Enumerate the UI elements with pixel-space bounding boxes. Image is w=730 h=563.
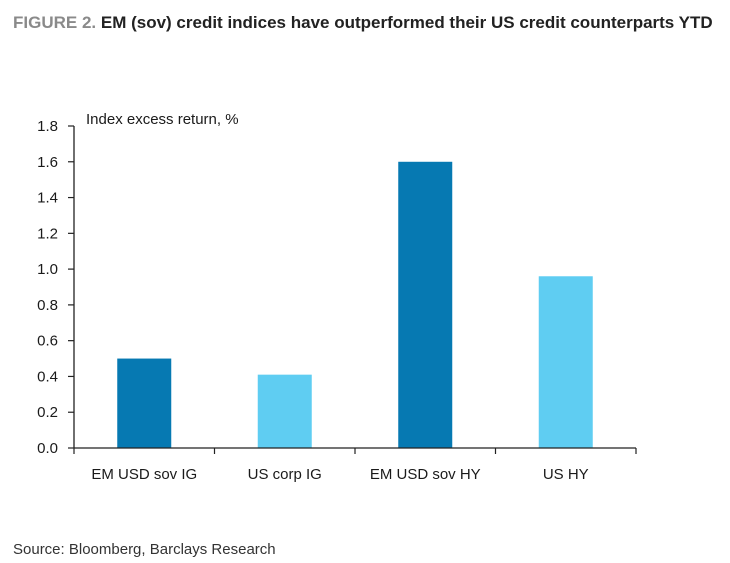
y-axis: 0.0 0.2 0.4 0.6 0.8 1.0 1.2 1.4 1.6 1.8: [37, 118, 74, 457]
y-tick-label: 1.8: [37, 118, 58, 135]
y-tick-label: 1.4: [37, 190, 58, 207]
y-tick-label: 0.2: [37, 404, 58, 421]
y-tick-label: 1.2: [37, 225, 58, 242]
x-tick-label: US corp IG: [248, 466, 322, 483]
y-axis-label: Index excess return, %: [86, 111, 239, 128]
y-tick-label: 0.6: [37, 333, 58, 350]
bar: [117, 358, 172, 448]
bar: [398, 161, 453, 448]
bar: [257, 374, 312, 448]
bar: [538, 276, 593, 448]
x-tick-label: EM USD sov HY: [370, 466, 481, 483]
y-tick-label: 0.4: [37, 368, 58, 385]
x-axis: EM USD sov IG US corp IG EM USD sov HY US H…: [73, 448, 637, 483]
x-tick-label: US HY: [543, 466, 589, 483]
bar-chart: 0.0 0.2 0.4 0.6 0.8 1.0 1.2 1.4 1.6 1.8 EM USD so…: [37, 111, 637, 483]
y-tick-label: 0.8: [37, 297, 58, 314]
figure-label: FIGURE 2.: [13, 13, 97, 32]
x-tick-label: EM USD sov IG: [91, 466, 197, 483]
y-tick-label: 1.0: [37, 261, 58, 278]
chart-title: FIGURE 2. EM (sov) credit indices have o…: [13, 10, 713, 36]
figure-title-text: EM (sov) credit indices have outperforme…: [100, 13, 713, 32]
bars-group: [117, 161, 593, 448]
y-tick-label: 1.6: [37, 154, 58, 171]
y-tick-label: 0.0: [37, 440, 58, 457]
source-note: Source: Bloomberg, Barclays Research: [13, 541, 276, 558]
